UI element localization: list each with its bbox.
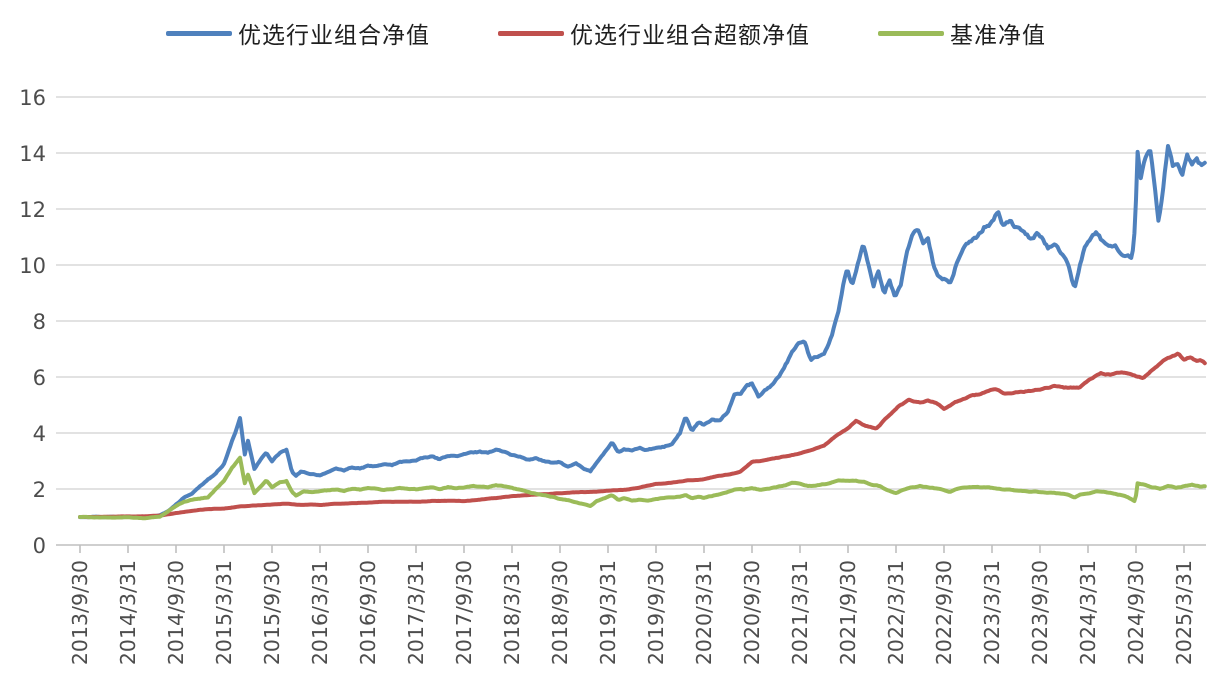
legend-label-benchmark-nav: 基准净值 — [950, 23, 1046, 49]
legend-label-portfolio-nav: 优选行业组合净值 — [238, 23, 430, 49]
svg-text:2015/3/31: 2015/3/31 — [212, 560, 236, 665]
svg-text:2021/3/31: 2021/3/31 — [788, 560, 812, 665]
svg-text:2: 2 — [33, 478, 46, 502]
svg-text:4: 4 — [33, 422, 46, 446]
svg-text:8: 8 — [33, 310, 46, 334]
legend-item-benchmark-nav: 基准净值 — [878, 16, 1046, 50]
svg-text:2022/3/31: 2022/3/31 — [884, 560, 908, 665]
svg-text:2021/9/30: 2021/9/30 — [836, 560, 860, 665]
legend-label-excess-nav: 优选行业组合超额净值 — [570, 23, 810, 49]
svg-text:2024/3/31: 2024/3/31 — [1076, 560, 1100, 665]
svg-text:2016/9/30: 2016/9/30 — [356, 560, 380, 665]
svg-text:2020/3/31: 2020/3/31 — [692, 560, 716, 665]
svg-text:2023/9/30: 2023/9/30 — [1028, 560, 1052, 665]
svg-text:2014/9/30: 2014/9/30 — [164, 560, 188, 665]
svg-text:2023/3/31: 2023/3/31 — [980, 560, 1004, 665]
svg-text:2018/9/30: 2018/9/30 — [548, 560, 572, 665]
legend-line-swatch-green — [878, 30, 944, 36]
svg-text:0: 0 — [33, 534, 46, 558]
svg-text:2018/3/31: 2018/3/31 — [500, 560, 524, 665]
svg-text:16: 16 — [19, 86, 46, 110]
svg-text:12: 12 — [19, 198, 46, 222]
svg-text:10: 10 — [19, 254, 46, 278]
svg-text:2024/9/30: 2024/9/30 — [1124, 560, 1148, 665]
chart-legend: 优选行业组合净值 优选行业组合超额净值 基准净值 — [0, 16, 1212, 50]
legend-item-excess-nav: 优选行业组合超额净值 — [498, 16, 810, 50]
svg-text:2020/9/30: 2020/9/30 — [740, 560, 764, 665]
legend-item-portfolio-nav: 优选行业组合净值 — [166, 16, 430, 50]
svg-text:2013/9/30: 2013/9/30 — [68, 560, 92, 665]
svg-text:2022/9/30: 2022/9/30 — [932, 560, 956, 665]
svg-text:2019/3/31: 2019/3/31 — [596, 560, 620, 665]
svg-text:2015/9/30: 2015/9/30 — [260, 560, 284, 665]
svg-text:2019/9/30: 2019/9/30 — [644, 560, 668, 665]
svg-text:6: 6 — [33, 366, 46, 390]
svg-text:2017/3/31: 2017/3/31 — [404, 560, 428, 665]
legend-line-swatch-blue — [166, 30, 232, 36]
svg-text:14: 14 — [19, 142, 46, 166]
svg-text:2016/3/31: 2016/3/31 — [308, 560, 332, 665]
svg-text:2025/3/31: 2025/3/31 — [1172, 560, 1196, 665]
legend-line-swatch-red — [498, 30, 564, 36]
svg-text:2017/9/30: 2017/9/30 — [452, 560, 476, 665]
svg-text:2014/3/31: 2014/3/31 — [116, 560, 140, 665]
